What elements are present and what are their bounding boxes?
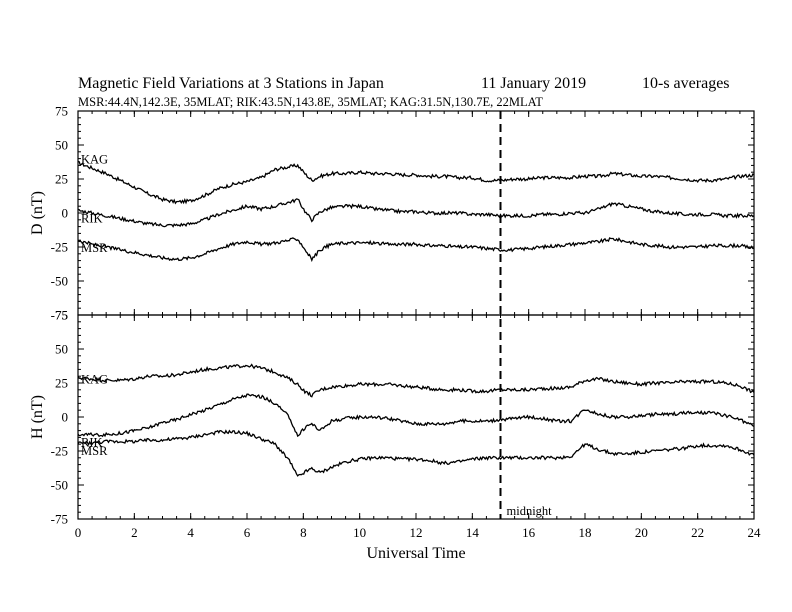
series-line-msr (77, 237, 755, 263)
x-tick-label: 18 (579, 525, 592, 540)
series-label-rik: RIK (81, 211, 103, 225)
series-label-msr: MSR (81, 241, 108, 255)
y-tick-label: 75 (55, 104, 68, 119)
y-axis-label: D (nT) (29, 191, 46, 235)
x-tick-label: 22 (691, 525, 704, 540)
series-line-msr (77, 429, 755, 477)
chart-date: 11 January 2019 (481, 75, 586, 92)
series-line-kag (77, 363, 755, 398)
x-tick-label: 10 (353, 525, 366, 540)
x-tick-label: 16 (522, 525, 536, 540)
y-tick-label: 50 (55, 342, 68, 357)
series-label-rik: RIK (81, 436, 103, 450)
y-tick-label: -75 (51, 512, 68, 527)
midnight-marker-label: midnight (507, 504, 553, 518)
y-tick-label: 75 (55, 308, 68, 323)
x-tick-label: 6 (244, 525, 251, 540)
y-tick-label: -25 (51, 240, 68, 255)
series-line-kag (77, 160, 755, 205)
x-tick-label: 2 (131, 525, 138, 540)
x-tick-label: 20 (635, 525, 648, 540)
series-label-msr: MSR (81, 444, 108, 458)
series-label-kag: KAG (81, 373, 108, 387)
panel-frame (77, 314, 755, 520)
series-label-kag: KAG (81, 153, 108, 167)
x-tick-label: 0 (75, 525, 82, 540)
series-line-rik (77, 198, 755, 228)
y-tick-label: -50 (51, 478, 68, 493)
chart-averaging: 10-s averages (642, 75, 730, 92)
x-tick-label: 14 (466, 525, 480, 540)
x-tick-label: 8 (300, 525, 307, 540)
panel-0: 75 50 25 0 -25 -50 -75 D (nT) KAG RIK MSR (29, 104, 755, 323)
y-tick-label: -75 (51, 308, 68, 323)
y-tick-label: 25 (55, 376, 68, 391)
x-tick-label: 12 (410, 525, 423, 540)
y-tick-label: 25 (55, 172, 68, 187)
x-tick-label: 24 (748, 525, 762, 540)
y-tick-label: -50 (51, 274, 68, 289)
y-tick-label: -25 (51, 444, 68, 459)
y-tick-label: 0 (62, 410, 69, 425)
y-axis-label: H (nT) (29, 395, 46, 439)
series-line-rik (77, 393, 755, 438)
y-tick-label: 0 (62, 206, 69, 221)
chart-title: Magnetic Field Variations at 3 Stations … (78, 75, 384, 92)
x-axis-label: Universal Time (366, 545, 465, 562)
y-tick-label: 50 (55, 138, 68, 153)
x-tick-label: 4 (187, 525, 194, 540)
stations-info: MSR:44.4N,142.3E, 35MLAT; RIK:43.5N,143.… (78, 95, 543, 109)
